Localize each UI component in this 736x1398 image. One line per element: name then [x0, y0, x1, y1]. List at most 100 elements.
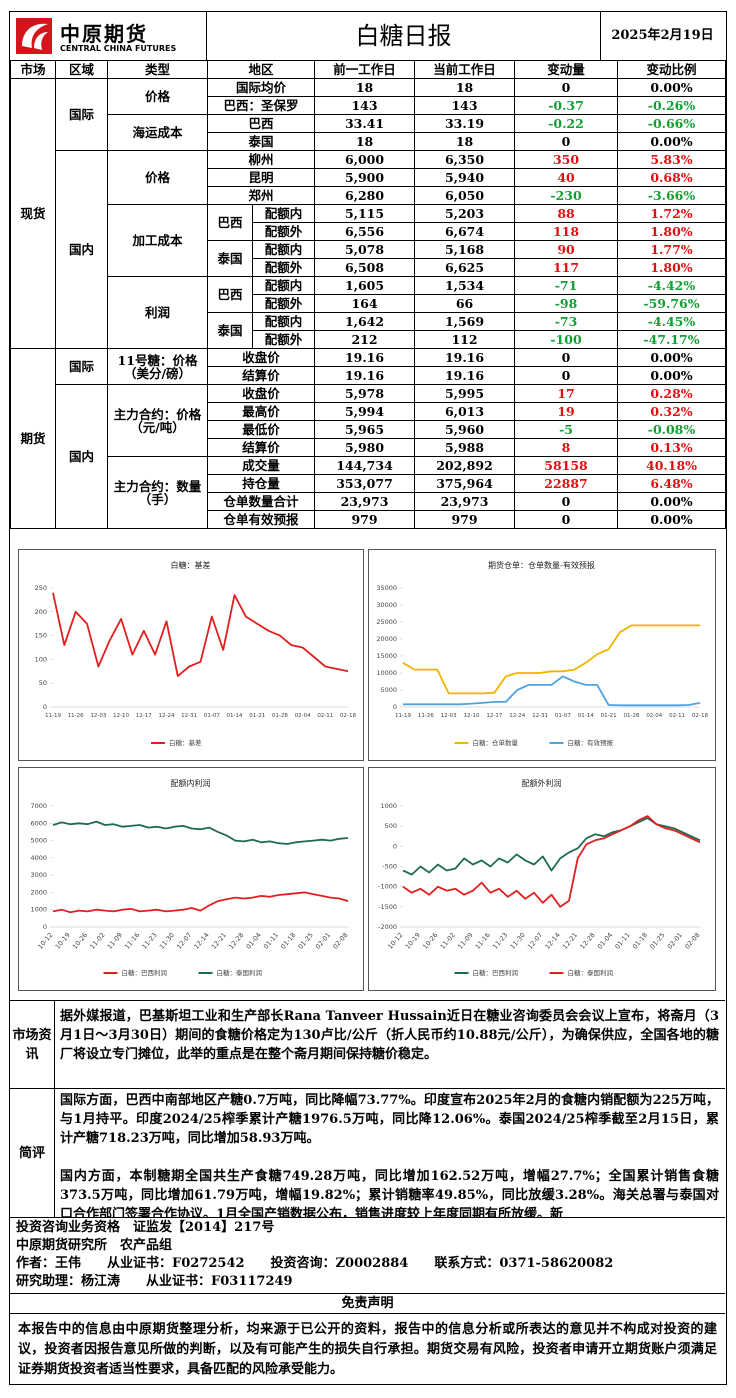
value-cell: 18: [414, 78, 516, 97]
value-cell: 118: [514, 222, 619, 241]
region-cell: 仓单有效预报: [206, 510, 316, 529]
x-tick-label: 11-23: [491, 931, 509, 951]
value-cell: -0.22: [514, 114, 619, 133]
series-line: [52, 820, 349, 845]
news-section: 市场资讯 据外媒报道，巴基斯坦工业和生产部长Rana Tanveer Hussa…: [10, 1000, 725, 1088]
legend-label: 白糖：仓单数量: [473, 738, 519, 747]
value-cell: 6.48%: [617, 474, 727, 493]
value-cell: 979: [414, 510, 516, 529]
value-cell: 1,569: [414, 312, 516, 331]
value-cell: 88: [514, 204, 619, 223]
region-cell: 成交量: [206, 456, 316, 475]
x-tick-label: 01-07: [204, 713, 220, 719]
region-cell: 配额内: [251, 204, 316, 223]
y-tick-label: 50: [39, 679, 47, 687]
x-tick-label: 12-28: [578, 931, 596, 951]
x-tick-label: 11-26: [68, 713, 84, 719]
value-cell: 350: [514, 150, 619, 169]
value-cell: -98: [514, 294, 619, 313]
value-cell: 0.28%: [617, 384, 727, 403]
value-cell: -230: [514, 186, 619, 205]
x-tick-label: 11-09: [456, 931, 474, 951]
region-cell: 巴西：圣保罗: [206, 96, 316, 115]
header-cell: 类型: [107, 60, 208, 79]
group-cell: 国内: [55, 150, 108, 349]
group-cell: 国际: [55, 348, 108, 385]
region-cell: 配额内: [251, 240, 316, 259]
x-tick-label: 01-21: [249, 713, 265, 719]
region-cell: 结算价: [206, 366, 316, 385]
x-tick-label: 12-31: [181, 713, 197, 719]
chart-title: 期货仓单：仓单数量-有效预报: [488, 560, 595, 570]
value-cell: 6,350: [414, 150, 516, 169]
group-cell: 海运成本: [107, 114, 208, 151]
value-cell: 0: [514, 132, 619, 151]
value-cell: 0.32%: [617, 402, 727, 421]
x-tick-label: 01-18: [631, 931, 649, 951]
x-tick-label: 02-01: [314, 931, 332, 951]
table-row: 泰国 18 18 0 0.00%: [11, 132, 727, 151]
x-tick-label: 01-07: [555, 713, 571, 719]
info-line: 中原期货研究所 农产品组: [16, 1238, 173, 1253]
x-tick-label: 02-18: [692, 713, 708, 719]
x-tick-label: 01-14: [227, 713, 243, 719]
legend-label: 白糖：巴西利润: [473, 968, 519, 977]
region-cell: 昆明: [206, 168, 316, 187]
group-cell: 价格: [107, 150, 208, 205]
value-cell: 5,994: [314, 402, 416, 421]
region-cell: 配额内: [251, 276, 316, 295]
comment-section: 简评 国际方面，巴西中南部地区产糖0.7万吨，同比降幅73.77%。印度宣布20…: [10, 1088, 725, 1217]
value-cell: 0: [514, 348, 619, 367]
logo-icon: [16, 18, 52, 54]
value-cell: -0.37: [514, 96, 619, 115]
x-tick-label: 10-12: [36, 931, 54, 951]
value-cell: -73: [514, 312, 619, 331]
series-line: [403, 675, 701, 707]
region-cell: 国际均价: [206, 78, 316, 97]
y-tick-label: 5000: [380, 686, 397, 694]
group-cell: 巴西: [207, 276, 253, 313]
table-row: 配额外 6,556 6,674 118 1.80%: [11, 222, 727, 241]
series-line: [402, 817, 701, 876]
value-cell: 143: [414, 96, 516, 115]
news-text: 据外媒报道，巴基斯坦工业和生产部长Rana Tanveer Hussain近日在…: [60, 1009, 719, 1062]
group-cell: 巴西: [207, 204, 253, 241]
comment-paragraph: 国际方面，巴西中南部地区产糖0.7万吨，同比降幅73.77%。印度宣布2025年…: [60, 1093, 719, 1146]
table-row: 利润 巴西 配额内 1,605 1,534 -71 -4.42%: [11, 276, 727, 349]
region-cell: 结算价: [206, 438, 316, 457]
legend-label: 白糖：基差: [169, 738, 202, 747]
value-cell: 0.00%: [617, 492, 727, 511]
y-tick-label: 6000: [30, 819, 47, 827]
x-tick-label: 02-18: [340, 713, 356, 719]
y-tick-label: 2000: [30, 888, 47, 896]
group-cell: 11号糖：价格（美分/磅）: [107, 348, 208, 385]
value-cell: 0.00%: [617, 78, 727, 97]
value-cell: 23,973: [414, 492, 516, 511]
value-cell: 5,900: [314, 168, 416, 187]
x-tick-label: 01-18: [279, 931, 297, 951]
value-cell: 6,508: [314, 258, 416, 277]
region-cell: 最高价: [206, 402, 316, 421]
value-cell: 0.13%: [617, 438, 727, 457]
value-cell: 6,556: [314, 222, 416, 241]
region-cell: 仓单数量合计: [206, 492, 316, 511]
title: 白糖日报: [206, 12, 601, 60]
value-cell: 5,168: [414, 240, 516, 259]
value-cell: 19.16: [314, 366, 416, 385]
chart-title: 配额外利润: [522, 778, 562, 788]
table-row: 市场 区域 类型 地区 前一工作日 当前工作日 变动量 变动比例: [10, 60, 727, 79]
value-cell: 5,203: [414, 204, 516, 223]
info-section: 投资咨询业务资格 证监发【2014】217号 中原期货研究所 农产品组 作者：王…: [10, 1217, 725, 1293]
y-tick-label: 4000: [30, 854, 47, 862]
x-tick-label: 12-28: [227, 931, 245, 951]
x-tick-label: 12-24: [158, 713, 174, 719]
legend-label: 白糖：泰国利润: [217, 968, 263, 977]
table-row: 海运成本 巴西 33.41 33.19 -0.22 -0.66%: [11, 114, 727, 151]
value-cell: 18: [314, 132, 416, 151]
x-tick-label: 12-17: [486, 713, 502, 719]
y-tick-label: 150: [35, 632, 47, 640]
y-tick-label: 25000: [376, 618, 397, 626]
region-cell: 配额外: [251, 330, 316, 349]
y-tick-label: 500: [385, 822, 397, 830]
disclaimer-title: 免责声明: [10, 1293, 725, 1314]
